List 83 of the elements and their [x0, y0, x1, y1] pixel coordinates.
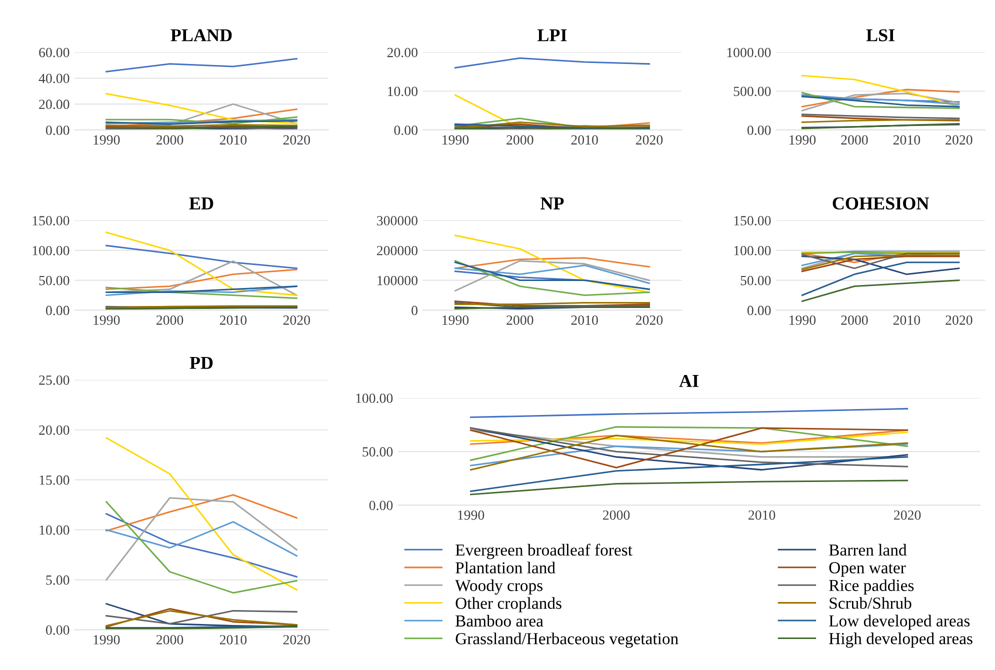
y-tick-label: 150.00 — [734, 216, 771, 226]
legend-label: Rice paddies — [829, 579, 914, 594]
x-tick-label: 2010 — [220, 635, 247, 644]
x-tick-label: 1990 — [790, 135, 816, 145]
x-tick-label: 1990 — [442, 135, 469, 145]
y-tick-label: 0 — [412, 306, 418, 316]
legend-label: Scrub/Shrub — [830, 597, 912, 609]
y-tick-label: 10.00 — [388, 86, 418, 96]
chart-title: AI — [679, 374, 698, 387]
y-tick-label: 100.00 — [32, 246, 70, 256]
x-tick-label: 2020 — [946, 135, 972, 145]
x-tick-label: 2010 — [893, 135, 920, 145]
x-tick-label: 2000 — [841, 135, 868, 145]
x-tick-label: 2020 — [283, 635, 310, 644]
y-tick-label: 25.00 — [39, 375, 70, 385]
x-tick-label: 1990 — [94, 135, 120, 145]
y-tick-label: 100.00 — [356, 394, 393, 403]
chart-title: ED — [189, 197, 214, 210]
legend-label: Grassland/Herbaceous vegetation — [456, 632, 678, 648]
x-tick-label: 2020 — [636, 135, 663, 145]
y-tick-label: 60.00 — [39, 48, 70, 58]
x-tick-label: 1990 — [442, 315, 469, 325]
y-tick-label: 10.00 — [40, 525, 70, 535]
x-tick-label: 2020 — [283, 315, 310, 325]
x-tick-label: 2000 — [506, 315, 534, 325]
x-tick-label: 2000 — [156, 315, 184, 325]
y-tick-label: 0.00 — [369, 500, 393, 510]
y-tick-label: 50.00 — [740, 276, 771, 286]
x-tick-label: 1990 — [94, 315, 120, 325]
x-tick-label: 1990 — [790, 315, 816, 325]
chart-title: NP — [540, 197, 564, 210]
x-tick-label: 2000 — [156, 135, 184, 145]
legend-label: Open water — [829, 562, 906, 577]
y-tick-label: 20.00 — [387, 48, 418, 58]
x-tick-label: 1990 — [94, 635, 120, 644]
y-tick-label: 0.00 — [46, 625, 70, 635]
y-tick-label: 15.00 — [40, 475, 70, 485]
y-tick-label: 300000 — [377, 216, 418, 226]
y-tick-label: 0.00 — [46, 306, 70, 316]
x-tick-label: 2020 — [636, 315, 663, 325]
y-tick-label: 200000 — [376, 246, 418, 256]
legend-label: Barren land — [829, 544, 907, 556]
y-tick-label: 500.00 — [734, 86, 771, 96]
x-tick-label: 2010 — [748, 510, 776, 520]
y-tick-label: 100000 — [378, 276, 418, 286]
x-tick-label: 2000 — [506, 135, 534, 145]
x-tick-label: 2010 — [571, 135, 598, 145]
y-tick-label: 50.00 — [39, 276, 70, 286]
y-tick-label: 100.00 — [734, 246, 771, 256]
x-tick-label: 2020 — [894, 510, 921, 520]
legend-label: Low developed areas — [829, 614, 970, 630]
x-tick-label: 2000 — [156, 635, 184, 644]
x-tick-label: 2010 — [220, 135, 247, 145]
legend-label: Plantation land — [456, 562, 556, 574]
x-tick-label: 2000 — [841, 315, 868, 325]
chart-title: COHESION — [832, 197, 929, 210]
chart-title: PD — [190, 356, 213, 369]
y-tick-label: 50.00 — [362, 447, 393, 457]
y-tick-label: 0.00 — [747, 126, 771, 135]
y-tick-label: 20.00 — [39, 425, 70, 435]
y-tick-label: 5.00 — [46, 575, 70, 585]
x-tick-label: 2020 — [283, 135, 310, 145]
y-tick-label: 40.00 — [38, 74, 70, 84]
y-tick-label: 0.00 — [747, 306, 771, 316]
y-tick-label: 0.00 — [46, 126, 70, 135]
chart-title: LPI — [537, 29, 567, 42]
x-tick-label: 2010 — [220, 315, 247, 325]
x-tick-label: 2000 — [603, 510, 630, 520]
x-tick-label: 2010 — [571, 315, 598, 325]
legend-label: Woody crops — [455, 579, 542, 595]
chart-title: PLAND — [170, 29, 232, 42]
x-tick-label: 2010 — [893, 315, 920, 325]
chart-title: LSI — [866, 29, 895, 42]
y-tick-label: 0.00 — [394, 126, 418, 135]
x-tick-label: 2020 — [946, 315, 972, 325]
legend-label: Other croplands — [456, 597, 562, 612]
legend-label: High developed areas — [829, 632, 972, 648]
y-tick-label: 150.00 — [32, 216, 70, 226]
legend-label: Evergreen broadleaf forest — [456, 544, 632, 560]
y-tick-label: 1000.00 — [727, 48, 771, 58]
x-tick-label: 1990 — [458, 510, 484, 520]
legend-label: Bamboo area — [456, 614, 544, 627]
y-tick-label: 20.00 — [39, 100, 70, 110]
